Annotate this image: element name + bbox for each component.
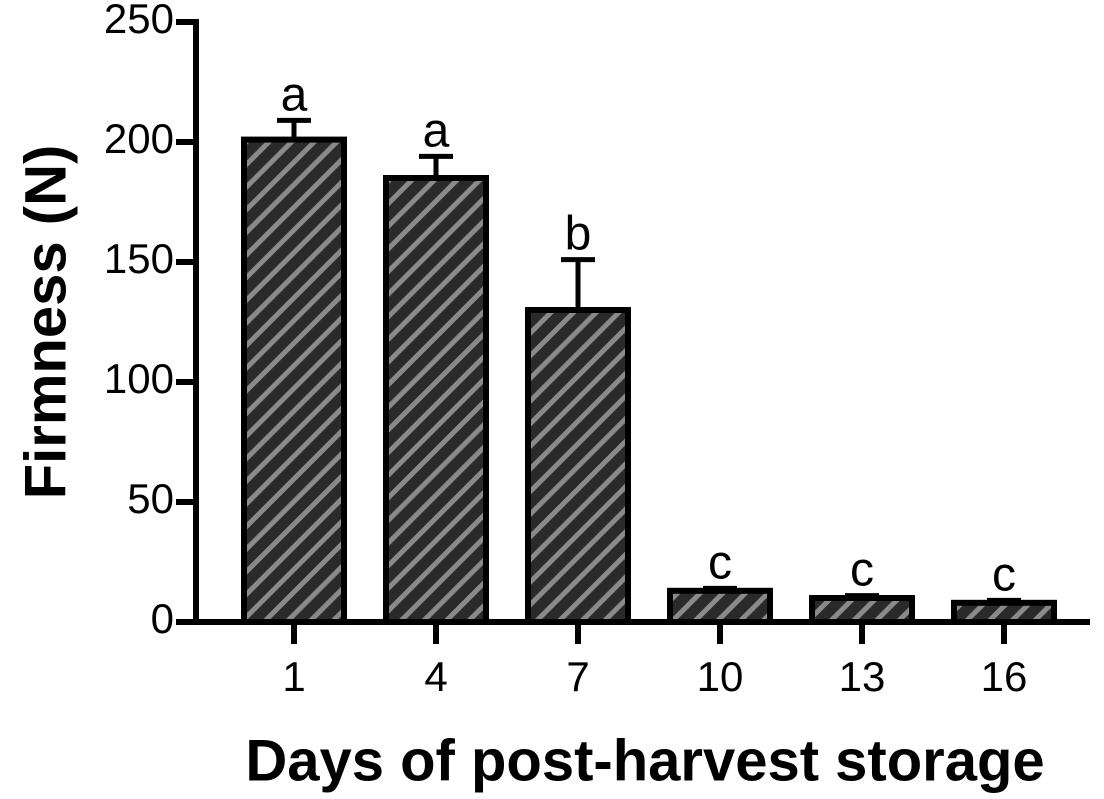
x-tick-label: 16 (981, 653, 1028, 700)
y-tick-label: 200 (104, 115, 174, 162)
annotation: a (423, 104, 450, 157)
x-tick-label: 1 (282, 653, 305, 700)
y-tick-label: 50 (127, 475, 174, 522)
annotation: b (565, 208, 592, 261)
y-tick-label: 250 (104, 0, 174, 42)
y-tick-label: 0 (151, 595, 174, 642)
bar (809, 595, 915, 625)
annotation: c (708, 536, 732, 589)
x-tick-label: 7 (566, 653, 589, 700)
x-tick-label: 4 (424, 653, 447, 700)
y-axis-title: Firmness (N) (13, 145, 78, 500)
y-tick-label: 150 (104, 235, 174, 282)
bar (525, 307, 631, 625)
annotation: a (281, 68, 308, 121)
annotation: c (992, 548, 1016, 601)
x-tick-label: 13 (839, 653, 886, 700)
x-axis-title: Days of post-harvest storage (245, 728, 1044, 793)
x-tick-label: 10 (697, 653, 744, 700)
bar (667, 587, 773, 625)
bar (241, 136, 347, 625)
annotation: c (850, 544, 874, 597)
y-tick-label: 100 (104, 355, 174, 402)
bar (383, 175, 489, 625)
